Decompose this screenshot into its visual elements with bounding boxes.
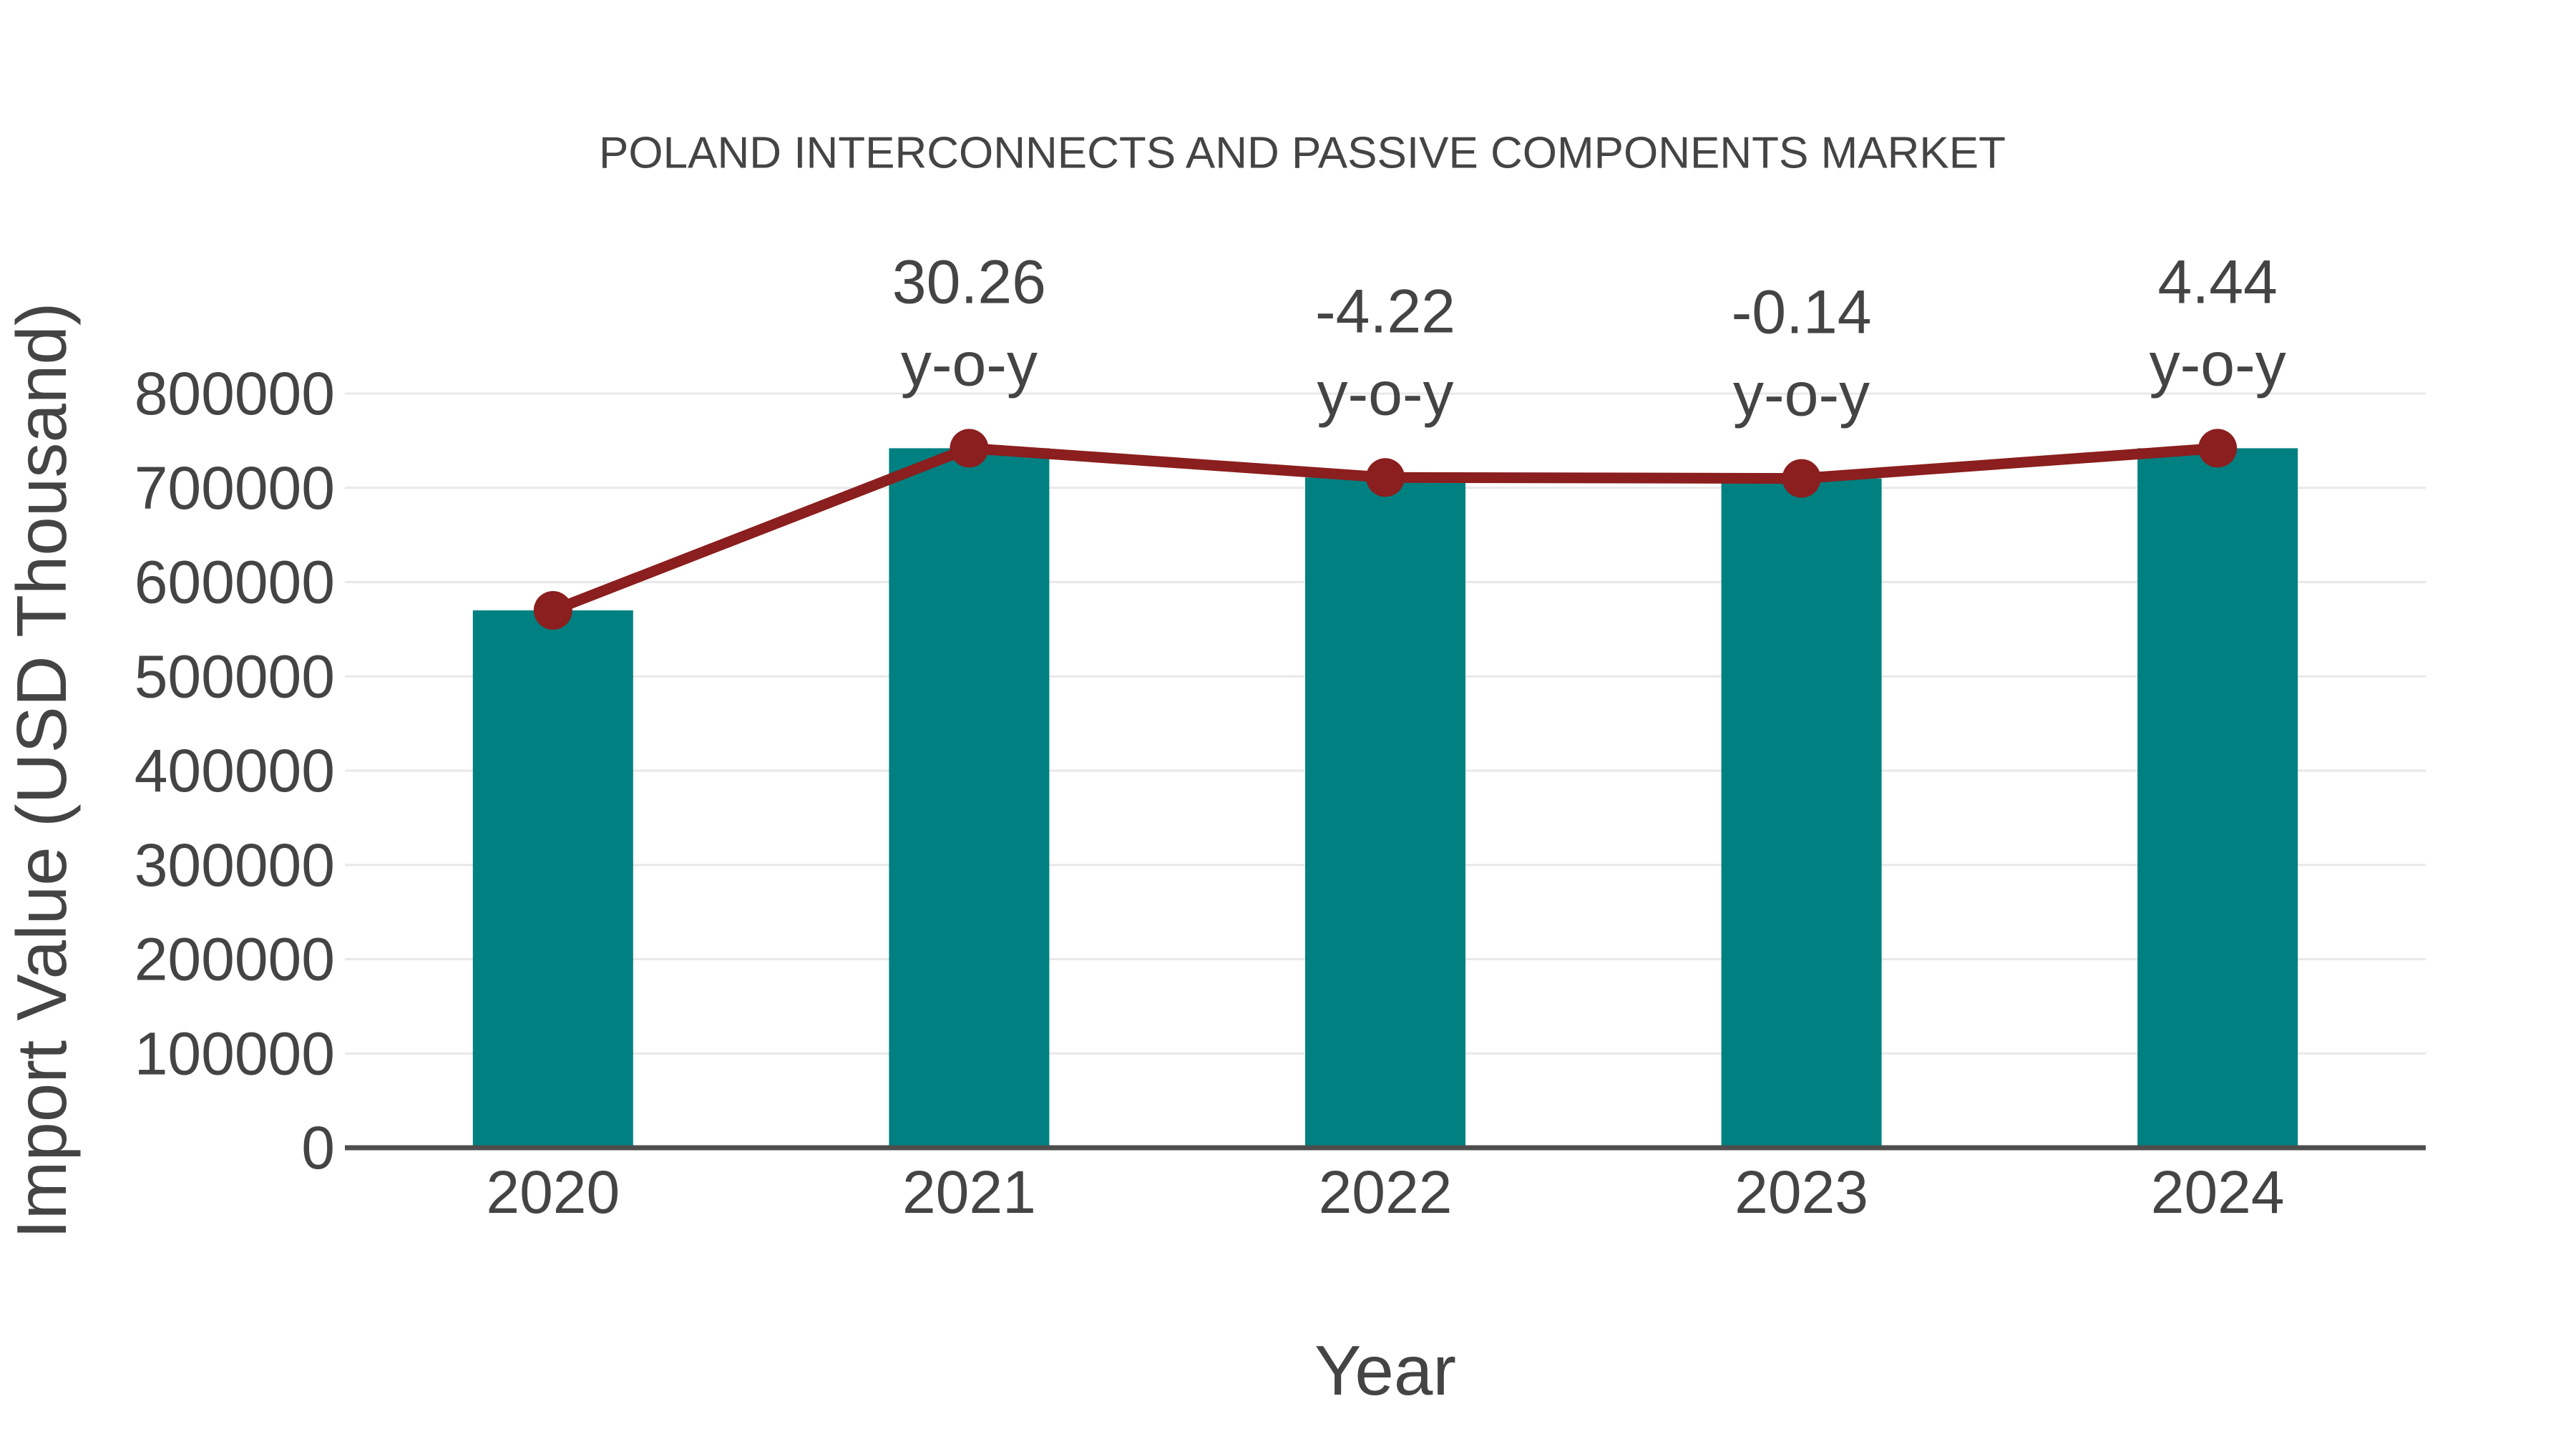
bar-2022[interactable] (1305, 477, 1465, 1148)
x-tick-2024: 2024 (2151, 1158, 2285, 1226)
y-tick-300000: 300000 (135, 831, 335, 899)
y-tick-100000: 100000 (135, 1020, 335, 1087)
x-tick-2020: 2020 (486, 1158, 620, 1226)
marker-2020[interactable] (533, 591, 572, 630)
x-axis-title: Year (1314, 1331, 1456, 1410)
y-tick-800000: 800000 (135, 360, 335, 427)
y-tick-600000: 600000 (135, 549, 335, 616)
y-axis-ticks: 0 100000 200000 300000 400000 500000 600000 700… (135, 360, 335, 1181)
trend-markers (533, 429, 2238, 630)
bar-series (472, 448, 2298, 1148)
annotation-2023-label: y-o-y (1733, 361, 1870, 429)
marker-2022[interactable] (1366, 458, 1405, 497)
annotation-2023-value: -0.14 (1732, 278, 1872, 347)
bar-2020[interactable] (472, 610, 633, 1148)
x-tick-2022: 2022 (1319, 1158, 1453, 1226)
y-tick-0: 0 (301, 1114, 335, 1181)
y-tick-500000: 500000 (135, 643, 335, 710)
annotation-2022-value: -4.22 (1315, 277, 1455, 346)
x-tick-2021: 2021 (902, 1158, 1036, 1226)
annotation-2024-label: y-o-y (2150, 330, 2286, 399)
bar-2021[interactable] (889, 448, 1050, 1148)
y-tick-700000: 700000 (135, 454, 335, 522)
marker-2021[interactable] (950, 429, 989, 468)
marker-2024[interactable] (2198, 429, 2238, 468)
bar-2024[interactable] (2137, 448, 2298, 1148)
chart-title: POLAND INTERCONNECTS AND PASSIVE COMPONE… (599, 129, 2006, 178)
x-axis-ticks: 2020 2021 2022 2023 2024 (486, 1158, 2284, 1226)
yoy-annotations: 30.26 y-o-y -4.22 y-o-y -0.14 y-o-y 4.44 y-o-y (892, 248, 2286, 429)
annotation-2021-value: 30.26 (892, 248, 1046, 316)
y-tick-400000: 400000 (135, 737, 335, 804)
x-tick-2023: 2023 (1735, 1158, 1868, 1226)
y-tick-200000: 200000 (135, 926, 335, 993)
annotation-2024-value: 4.44 (2158, 248, 2278, 316)
annotation-2022-label: y-o-y (1317, 359, 1453, 428)
annotation-2021-label: y-o-y (901, 330, 1038, 399)
y-axis-title: Import Value (USD Thousand) (2, 302, 81, 1239)
marker-2023[interactable] (1782, 459, 1821, 498)
bar-2023[interactable] (1721, 478, 1882, 1148)
